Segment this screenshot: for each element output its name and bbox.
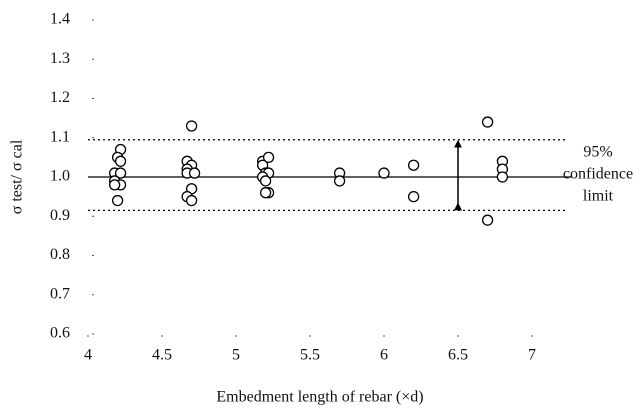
x-tick-label: 4.5: [152, 347, 172, 364]
x-tick-label: 6.5: [448, 347, 468, 364]
y-tick-label: 0.8: [50, 246, 70, 263]
data-point: [378, 167, 390, 179]
data-point: [114, 167, 127, 179]
data-point: [259, 175, 272, 187]
x-tick-label: 6: [380, 347, 388, 364]
x-tick-label: 7: [528, 347, 536, 364]
y-tick-label: 0.6: [50, 325, 70, 342]
y-tick-label: 1.0: [50, 168, 70, 185]
y-tick-label: 0.7: [50, 285, 70, 302]
data-point: [185, 120, 198, 132]
x-tick-label: 4: [84, 347, 92, 364]
data-point: [259, 187, 272, 199]
annotation: confidence: [563, 166, 633, 183]
y-tick-label: 0.9: [50, 207, 70, 224]
data-point: [108, 179, 121, 191]
data-point: [481, 214, 494, 226]
data-point: [333, 175, 346, 187]
data-point: [262, 151, 275, 164]
annotation: limit: [583, 188, 614, 205]
data-point: [111, 194, 124, 207]
y-tick-label: 1.1: [50, 128, 70, 145]
data-point: [496, 171, 509, 183]
y-axis-label: σ test/ σ cal: [9, 139, 26, 214]
data-point: [407, 190, 420, 203]
data-point: [188, 167, 201, 179]
x-tick-label: 5.5: [300, 347, 320, 364]
data-point: [407, 159, 420, 171]
y-tick-label: 1.4: [50, 11, 70, 28]
y-tick-label: 1.2: [50, 89, 70, 106]
data-point: [481, 116, 494, 128]
data-point: [185, 194, 198, 207]
annotation: 95%: [583, 144, 612, 161]
x-axis-label: Embedment length of rebar (×d): [216, 389, 423, 406]
x-tick-label: 5: [232, 347, 240, 364]
data-point: [114, 155, 127, 167]
y-tick-label: 1.3: [50, 50, 70, 67]
